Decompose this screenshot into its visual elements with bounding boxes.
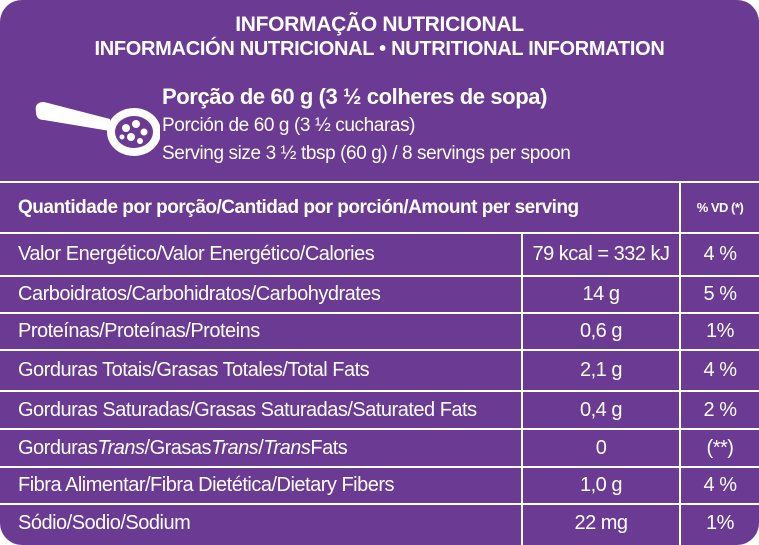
label-part: /Grasas (144, 436, 212, 459)
row-amount-proteins: 0,6 g (580, 320, 622, 342)
row-amount-trans-fats: 0 (595, 436, 607, 459)
row-label-carbohydrates: Carboidratos/Carbohidratos/Carbohydrates (18, 283, 381, 305)
row-divider (0, 503, 759, 505)
serving-portuguese: Porção de 60 g (3 ½ colheres de sopa) (162, 84, 548, 109)
row-amount-sodium: 22 mg (574, 511, 628, 534)
label-part: / (258, 436, 264, 459)
row-label-total-fats: Gorduras Totais/Grasas Totales/Total Fat… (18, 359, 370, 381)
label-part-italic: Trans (97, 436, 145, 459)
row-dv-carbohydrates: 5 % (703, 283, 737, 305)
label-part: Gorduras (18, 436, 98, 459)
spoon-icon (35, 102, 160, 156)
row-dv-total-fats: 4 % (703, 359, 737, 381)
row-amount-dietary-fibers: 1,0 g (580, 474, 622, 496)
table-header-label: Quantidade por porção/Cantidad por porci… (18, 196, 579, 218)
row-amount-calories: 79 kcal = 332 kJ (532, 243, 670, 265)
row-label-sodium: Sódio/Sodio/Sodium (18, 511, 191, 534)
row-amount-total-fats: 2,1 g (580, 359, 622, 381)
row-dv-dietary-fibers: 4 % (703, 474, 737, 496)
row-dv-sodium: 1% (706, 511, 734, 534)
amount-column-divider (521, 232, 523, 545)
row-label-calories: Valor Energético/Valor Energético/Calori… (18, 243, 375, 265)
table-top-border (0, 181, 759, 183)
row-dv-saturated-fats: 2 % (703, 398, 737, 421)
row-divider (0, 312, 759, 314)
row-label-trans-fats: Gorduras Trans/Grasas Trans / Trans Fats (18, 430, 348, 466)
row-dv-proteins: 1% (706, 320, 734, 342)
row-divider (0, 275, 759, 277)
row-label-saturated-fats: Gorduras Saturadas/Grasas Saturadas/Satu… (18, 398, 477, 421)
row-dv-calories: 4 % (703, 243, 737, 265)
row-dv-trans-fats: (**) (706, 436, 734, 459)
title-portuguese: INFORMAÇÃO NUTRICIONAL (235, 13, 524, 36)
table-header-dv: % VD (*) (696, 200, 744, 215)
row-label-proteins: Proteínas/Proteínas/Proteins (18, 320, 260, 342)
label-part: Fats (310, 436, 348, 459)
label-part-italic: Trans (211, 436, 259, 459)
label-part-italic: Trans (263, 436, 311, 459)
table-header-divider (0, 232, 759, 234)
serving-spanish: Porción de 60 g (3 ½ cucharas) (162, 115, 416, 136)
row-divider (0, 390, 759, 392)
row-amount-carbohydrates: 14 g (582, 283, 620, 305)
row-divider (0, 466, 759, 468)
serving-english: Serving size 3 ½ tbsp (60 g) / 8 serving… (162, 143, 571, 164)
row-divider (0, 428, 759, 430)
dv-column-divider (679, 181, 681, 545)
row-label-dietary-fibers: Fibra Alimentar/Fibra Dietética/Dietary … (18, 474, 395, 496)
row-amount-saturated-fats: 0,4 g (580, 398, 622, 421)
title-spanish-english: INFORMACIÓN NUTRICIONAL • NUTRITIONAL IN… (94, 38, 665, 60)
row-divider (0, 349, 759, 351)
